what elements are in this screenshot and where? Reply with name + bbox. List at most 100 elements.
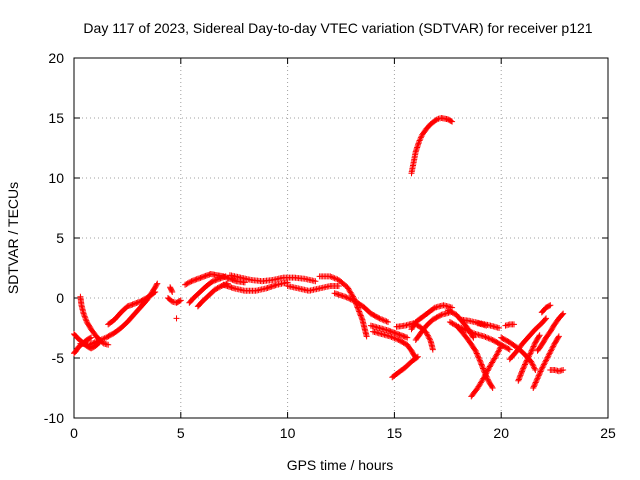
- data-point: [537, 368, 544, 375]
- data-point: [376, 315, 383, 322]
- data-point: [483, 334, 490, 341]
- data-point: [348, 296, 355, 303]
- data-point: [153, 281, 160, 288]
- data-point: [417, 134, 424, 141]
- data-point: [533, 376, 540, 383]
- data-point: [356, 309, 363, 316]
- data-point: [535, 374, 542, 381]
- data-point: [82, 316, 89, 323]
- data-point: [528, 349, 535, 355]
- data-point: [449, 304, 456, 311]
- data-point: [520, 364, 527, 371]
- data-point: [414, 353, 421, 360]
- data-point: [517, 371, 524, 378]
- data-point: [535, 372, 542, 379]
- data-point: [543, 357, 550, 364]
- data-series: [71, 115, 567, 400]
- data-point: [531, 365, 538, 372]
- data-point: [547, 302, 554, 309]
- data-point: [536, 369, 543, 376]
- data-point: [388, 334, 395, 340]
- data-point: [472, 347, 479, 354]
- data-point: [182, 281, 189, 288]
- data-point: [525, 353, 532, 360]
- data-point: [496, 325, 503, 331]
- data-point: [93, 338, 100, 345]
- y-tick-label: -10: [44, 410, 64, 426]
- data-point: [496, 347, 503, 354]
- data-point: [488, 383, 495, 390]
- data-point: [418, 133, 425, 140]
- data-point: [455, 323, 462, 330]
- data-point: [530, 362, 537, 369]
- data-point: [536, 371, 543, 378]
- data-point: [545, 353, 552, 360]
- x-tick-label: 15: [387, 425, 403, 441]
- data-point: [482, 334, 489, 340]
- data-point: [484, 367, 491, 374]
- data-point: [331, 275, 338, 282]
- data-point: [343, 294, 350, 301]
- data-point: [532, 367, 539, 373]
- data-point: [384, 319, 391, 325]
- data-point: [100, 335, 107, 342]
- data-point: [530, 385, 537, 391]
- data-point: [522, 360, 529, 367]
- data-point: [356, 308, 363, 315]
- data-point: [529, 346, 536, 353]
- data-point: [350, 297, 357, 304]
- data-point: [493, 351, 500, 358]
- y-tick-label: 5: [56, 230, 64, 246]
- data-point: [489, 385, 496, 391]
- data-point: [559, 311, 566, 318]
- data-point: [95, 337, 102, 344]
- data-point: [545, 351, 552, 358]
- data-point: [531, 342, 538, 349]
- data-point: [482, 371, 489, 378]
- data-point: [511, 321, 518, 328]
- data-point: [448, 319, 455, 326]
- data-point: [450, 321, 457, 328]
- x-tick-label: 10: [280, 425, 296, 441]
- data-point: [516, 373, 523, 380]
- data-point: [523, 358, 530, 365]
- data-point: [486, 335, 493, 342]
- data-point: [87, 341, 94, 348]
- data-point: [484, 376, 491, 383]
- data-point: [392, 335, 399, 342]
- data-point: [483, 322, 490, 329]
- data-point: [456, 324, 463, 331]
- data-point: [536, 332, 543, 339]
- data-point: [469, 329, 476, 336]
- data-point: [416, 137, 423, 144]
- data-point: [459, 325, 466, 332]
- data-point: [532, 380, 539, 387]
- data-point: [154, 280, 161, 287]
- y-tick-label: 20: [48, 50, 64, 66]
- data-point: [550, 343, 557, 350]
- data-point: [547, 349, 554, 355]
- data-point: [85, 341, 92, 348]
- data-point: [391, 335, 398, 342]
- data-point: [358, 313, 365, 320]
- data-point: [524, 356, 531, 362]
- data-point: [377, 316, 384, 322]
- data-point: [97, 337, 104, 343]
- data-point: [327, 273, 334, 280]
- data-point: [533, 378, 540, 385]
- x-axis-label: GPS time / hours: [287, 457, 394, 473]
- data-point: [515, 376, 522, 383]
- data-point: [495, 348, 502, 355]
- y-tick-label: 15: [48, 110, 64, 126]
- data-point: [473, 349, 480, 356]
- data-point: [544, 354, 551, 361]
- data-point: [222, 273, 229, 280]
- data-point: [427, 336, 433, 343]
- data-point: [481, 374, 488, 381]
- data-point: [80, 310, 87, 317]
- data-point: [481, 333, 488, 340]
- data-point: [519, 367, 526, 373]
- data-point: [560, 367, 567, 373]
- data-point: [183, 281, 190, 288]
